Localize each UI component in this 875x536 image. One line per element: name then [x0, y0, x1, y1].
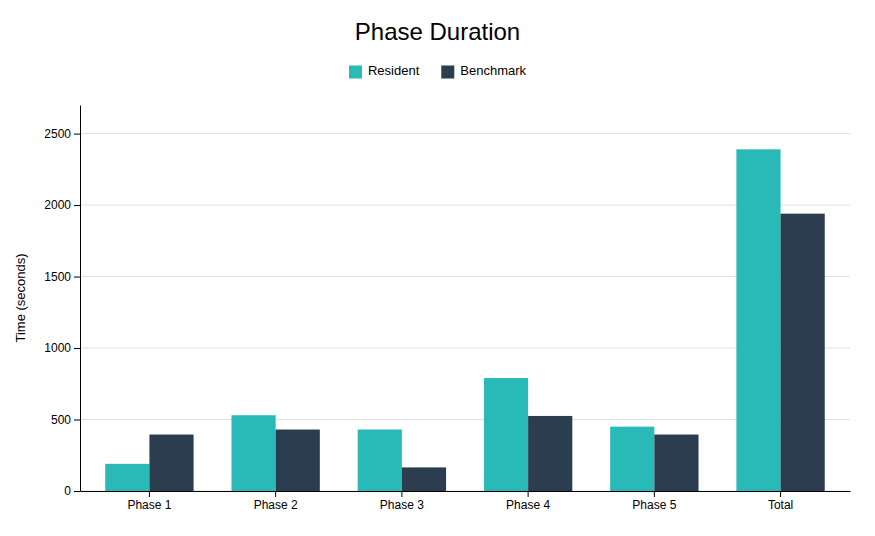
bar	[654, 435, 698, 491]
tick: 1000	[44, 341, 80, 355]
grid-line	[80, 276, 850, 277]
bar	[358, 430, 402, 491]
x-axis: Phase 1 Phase 2 Phase 3 Phase 4 Phase 5 Total	[81, 491, 851, 512]
bar	[736, 149, 780, 491]
y-axis: 0 500 1000 1500 2000 2500	[44, 106, 80, 499]
tick-mark	[654, 491, 655, 497]
tick-mark	[74, 420, 80, 421]
tick-mark	[401, 491, 402, 497]
chart: 05001000150020002500Phase 1Phase 2Phase …	[0, 0, 875, 536]
grid-line	[80, 348, 850, 349]
tick-mark	[528, 491, 529, 497]
bar	[231, 415, 275, 491]
grid-line	[80, 205, 850, 206]
tick-mark	[74, 205, 80, 206]
bar	[484, 378, 528, 491]
tick-mark	[74, 277, 80, 278]
tick: Total	[768, 491, 793, 512]
tick-mark	[74, 491, 80, 492]
tick-mark	[149, 491, 150, 497]
grid-line	[80, 491, 850, 492]
tick-label: 0	[64, 484, 71, 498]
tick-label: 2500	[44, 127, 71, 141]
tick: 0	[64, 484, 80, 498]
bars	[105, 149, 825, 491]
bar	[105, 464, 149, 491]
tick-mark	[74, 134, 80, 135]
bar-series	[149, 214, 824, 491]
legend-swatch	[349, 66, 362, 79]
bar	[149, 435, 193, 491]
bar	[528, 416, 572, 491]
legend: Resident Benchmark	[349, 63, 527, 78]
tick-label: Phase 1	[127, 498, 171, 512]
legend-item: Resident	[349, 63, 420, 78]
legend-label: Resident	[368, 63, 420, 78]
legend-label: Benchmark	[460, 63, 526, 78]
tick: Phase 2	[254, 491, 298, 512]
tick-label: Phase 5	[632, 498, 676, 512]
tick-label: Phase 2	[254, 498, 298, 512]
tick-label: Total	[768, 498, 793, 512]
title: Phase Duration	[355, 18, 520, 45]
tick: 2500	[44, 127, 80, 141]
tick-label: 1500	[44, 270, 71, 284]
bar-series	[105, 149, 780, 491]
tick-mark	[275, 491, 276, 497]
axis-line	[80, 106, 81, 492]
tick-label: Phase 4	[506, 498, 550, 512]
tick: 1500	[44, 270, 80, 284]
tick-label: Phase 3	[380, 498, 424, 512]
grid-line	[80, 133, 850, 134]
grid-line	[80, 419, 850, 420]
tick: 2000	[44, 198, 80, 212]
tick: Phase 4	[506, 491, 550, 512]
tick: Phase 1	[127, 491, 171, 512]
axis-line	[81, 491, 851, 492]
grid	[80, 134, 850, 491]
tick: Phase 3	[380, 491, 424, 512]
tick-mark	[780, 491, 781, 497]
tick-label: 500	[51, 413, 71, 427]
bar	[402, 467, 446, 491]
bar	[781, 214, 825, 491]
legend-item: Benchmark	[441, 63, 526, 78]
tick-mark	[74, 348, 80, 349]
bar	[276, 430, 320, 491]
tick: Phase 5	[632, 491, 676, 512]
bar	[610, 427, 654, 491]
tick-label: 2000	[44, 198, 71, 212]
tick: 500	[51, 413, 80, 427]
axis-title: Time (seconds)	[13, 253, 28, 342]
legend-swatch	[441, 66, 454, 79]
tick-label: 1000	[44, 341, 71, 355]
